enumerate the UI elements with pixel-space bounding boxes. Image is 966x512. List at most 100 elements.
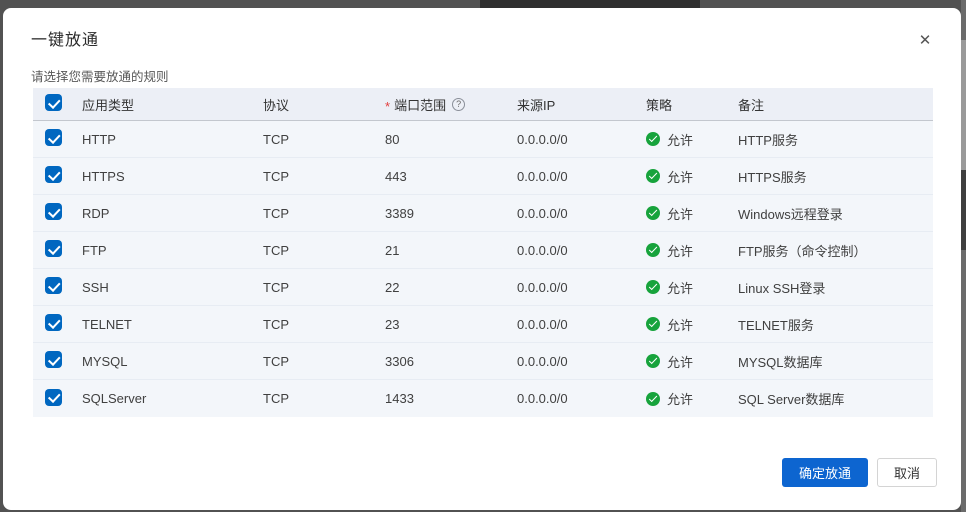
cell-port: 443 (385, 168, 407, 184)
page-scrollbar-track (961, 40, 966, 170)
col-port-range-label: 端口范围 (394, 97, 447, 113)
cell-port: 80 (385, 131, 400, 147)
cell-policy: 允许 (646, 278, 738, 297)
policy-label: 允许 (667, 280, 694, 296)
cell-policy: 允许 (646, 241, 738, 260)
cell-policy: 允许 (646, 315, 738, 334)
col-app-type: 应用类型 (82, 97, 135, 113)
cell-port: 1433 (385, 391, 414, 406)
cell-source-ip: 0.0.0.0/0 (517, 131, 568, 147)
cell-protocol: TCP (263, 279, 289, 295)
table-row-ftp: FTP TCP 21 0.0.0.0/0 允许 FTP服务（命令控制） (33, 232, 933, 269)
cell-source-ip: 0.0.0.0/0 (517, 353, 568, 369)
col-remark: 备注 (738, 97, 765, 113)
page-scrollbar-thumb (961, 170, 966, 250)
row-checkbox[interactable] (45, 314, 62, 331)
cell-remark: SQL Server数据库 (738, 392, 845, 407)
cell-port: 22 (385, 279, 400, 295)
policy-label: 允许 (667, 243, 694, 259)
one-click-allow-dialog: 一键放通 ✕ 请选择您需要放通的规则 应用类型 协议 * 端口范围 ? 来源IP… (3, 8, 961, 510)
cell-policy: 允许 (646, 167, 738, 186)
policy-label: 允许 (667, 169, 694, 185)
allow-check-icon (646, 206, 660, 220)
close-icon: ✕ (918, 32, 932, 49)
cell-remark: Windows远程登录 (738, 206, 843, 222)
row-checkbox[interactable] (45, 240, 62, 257)
row-checkbox[interactable] (45, 166, 62, 183)
cell-protocol: TCP (263, 391, 289, 406)
table-row-mysql: MYSQL TCP 3306 0.0.0.0/0 允许 MYSQL数据库 (33, 343, 933, 380)
cell-app-type: HTTP (82, 131, 116, 147)
table-row-sqlserver: SQLServer TCP 1433 0.0.0.0/0 允许 SQL Serv… (33, 380, 933, 417)
required-asterisk: * (385, 98, 391, 114)
allow-check-icon (646, 243, 660, 257)
allow-check-icon (646, 169, 660, 183)
select-all-checkbox[interactable] (45, 94, 62, 111)
allow-check-icon (646, 354, 660, 368)
cell-policy: 允许 (646, 204, 738, 223)
policy-label: 允许 (667, 392, 694, 407)
cell-app-type: SSH (82, 279, 109, 295)
policy-label: 允许 (667, 354, 694, 370)
dimmed-page-edge (961, 0, 966, 512)
cell-port: 23 (385, 316, 400, 332)
cell-source-ip: 0.0.0.0/0 (517, 391, 568, 406)
cell-port: 3306 (385, 353, 414, 369)
cell-app-type: RDP (82, 205, 110, 221)
col-port-range: * 端口范围 ? (385, 95, 517, 114)
cell-protocol: TCP (263, 242, 289, 258)
dimmed-page-content (480, 0, 700, 8)
cell-source-ip: 0.0.0.0/0 (517, 242, 568, 258)
dialog-subtitle: 请选择您需要放通的规则 (31, 70, 169, 84)
cell-app-type: HTTPS (82, 168, 125, 184)
cell-protocol: TCP (263, 131, 289, 147)
cell-app-type: TELNET (82, 316, 132, 332)
cell-remark: HTTPS服务 (738, 169, 807, 185)
col-policy: 策略 (646, 97, 673, 113)
row-checkbox[interactable] (45, 277, 62, 294)
cell-protocol: TCP (263, 316, 289, 332)
cell-remark: MYSQL数据库 (738, 354, 823, 370)
allow-check-icon (646, 280, 660, 294)
policy-label: 允许 (667, 132, 694, 148)
cell-protocol: TCP (263, 168, 289, 184)
cell-source-ip: 0.0.0.0/0 (517, 205, 568, 221)
cell-port: 21 (385, 242, 400, 258)
cell-protocol: TCP (263, 353, 289, 369)
table-row-rdp: RDP TCP 3389 0.0.0.0/0 允许 Windows远程登录 (33, 195, 933, 232)
cell-app-type: SQLServer (82, 391, 147, 406)
close-button[interactable]: ✕ (915, 30, 935, 50)
dialog-footer: 确定放通 取消 (781, 458, 937, 487)
cell-app-type: MYSQL (82, 353, 128, 369)
confirm-allow-button[interactable]: 确定放通 (781, 458, 868, 487)
allow-check-icon (646, 317, 660, 331)
row-checkbox[interactable] (45, 203, 62, 220)
cell-policy: 允许 (646, 389, 738, 408)
policy-label: 允许 (667, 317, 694, 333)
cell-source-ip: 0.0.0.0/0 (517, 168, 568, 184)
cell-protocol: TCP (263, 205, 289, 221)
dialog-title: 一键放通 (31, 32, 100, 49)
rules-table: 应用类型 协议 * 端口范围 ? 来源IP 策略 备注 HTTP TCP 80 … (33, 88, 933, 417)
row-checkbox[interactable] (45, 129, 62, 146)
row-checkbox[interactable] (45, 351, 62, 368)
help-icon[interactable]: ? (452, 97, 466, 111)
table-row-https: HTTPS TCP 443 0.0.0.0/0 允许 HTTPS服务 (33, 158, 933, 195)
col-source-ip: 来源IP (517, 97, 556, 113)
table-row-http: HTTP TCP 80 0.0.0.0/0 允许 HTTP服务 (33, 121, 933, 158)
cell-remark: Linux SSH登录 (738, 280, 826, 296)
policy-label: 允许 (667, 206, 694, 222)
cell-source-ip: 0.0.0.0/0 (517, 279, 568, 295)
cancel-button[interactable]: 取消 (876, 458, 937, 487)
cell-source-ip: 0.0.0.0/0 (517, 316, 568, 332)
cell-port: 3389 (385, 205, 414, 221)
cell-policy: 允许 (646, 130, 738, 149)
cell-remark: TELNET服务 (738, 317, 814, 333)
table-row-ssh: SSH TCP 22 0.0.0.0/0 允许 Linux SSH登录 (33, 269, 933, 306)
table-row-telnet: TELNET TCP 23 0.0.0.0/0 允许 TELNET服务 (33, 306, 933, 343)
row-checkbox[interactable] (45, 388, 62, 406)
cell-app-type: FTP (82, 242, 107, 258)
cell-policy: 允许 (646, 352, 738, 371)
cell-remark: HTTP服务 (738, 132, 798, 148)
table-header-row: 应用类型 协议 * 端口范围 ? 来源IP 策略 备注 (33, 88, 933, 121)
